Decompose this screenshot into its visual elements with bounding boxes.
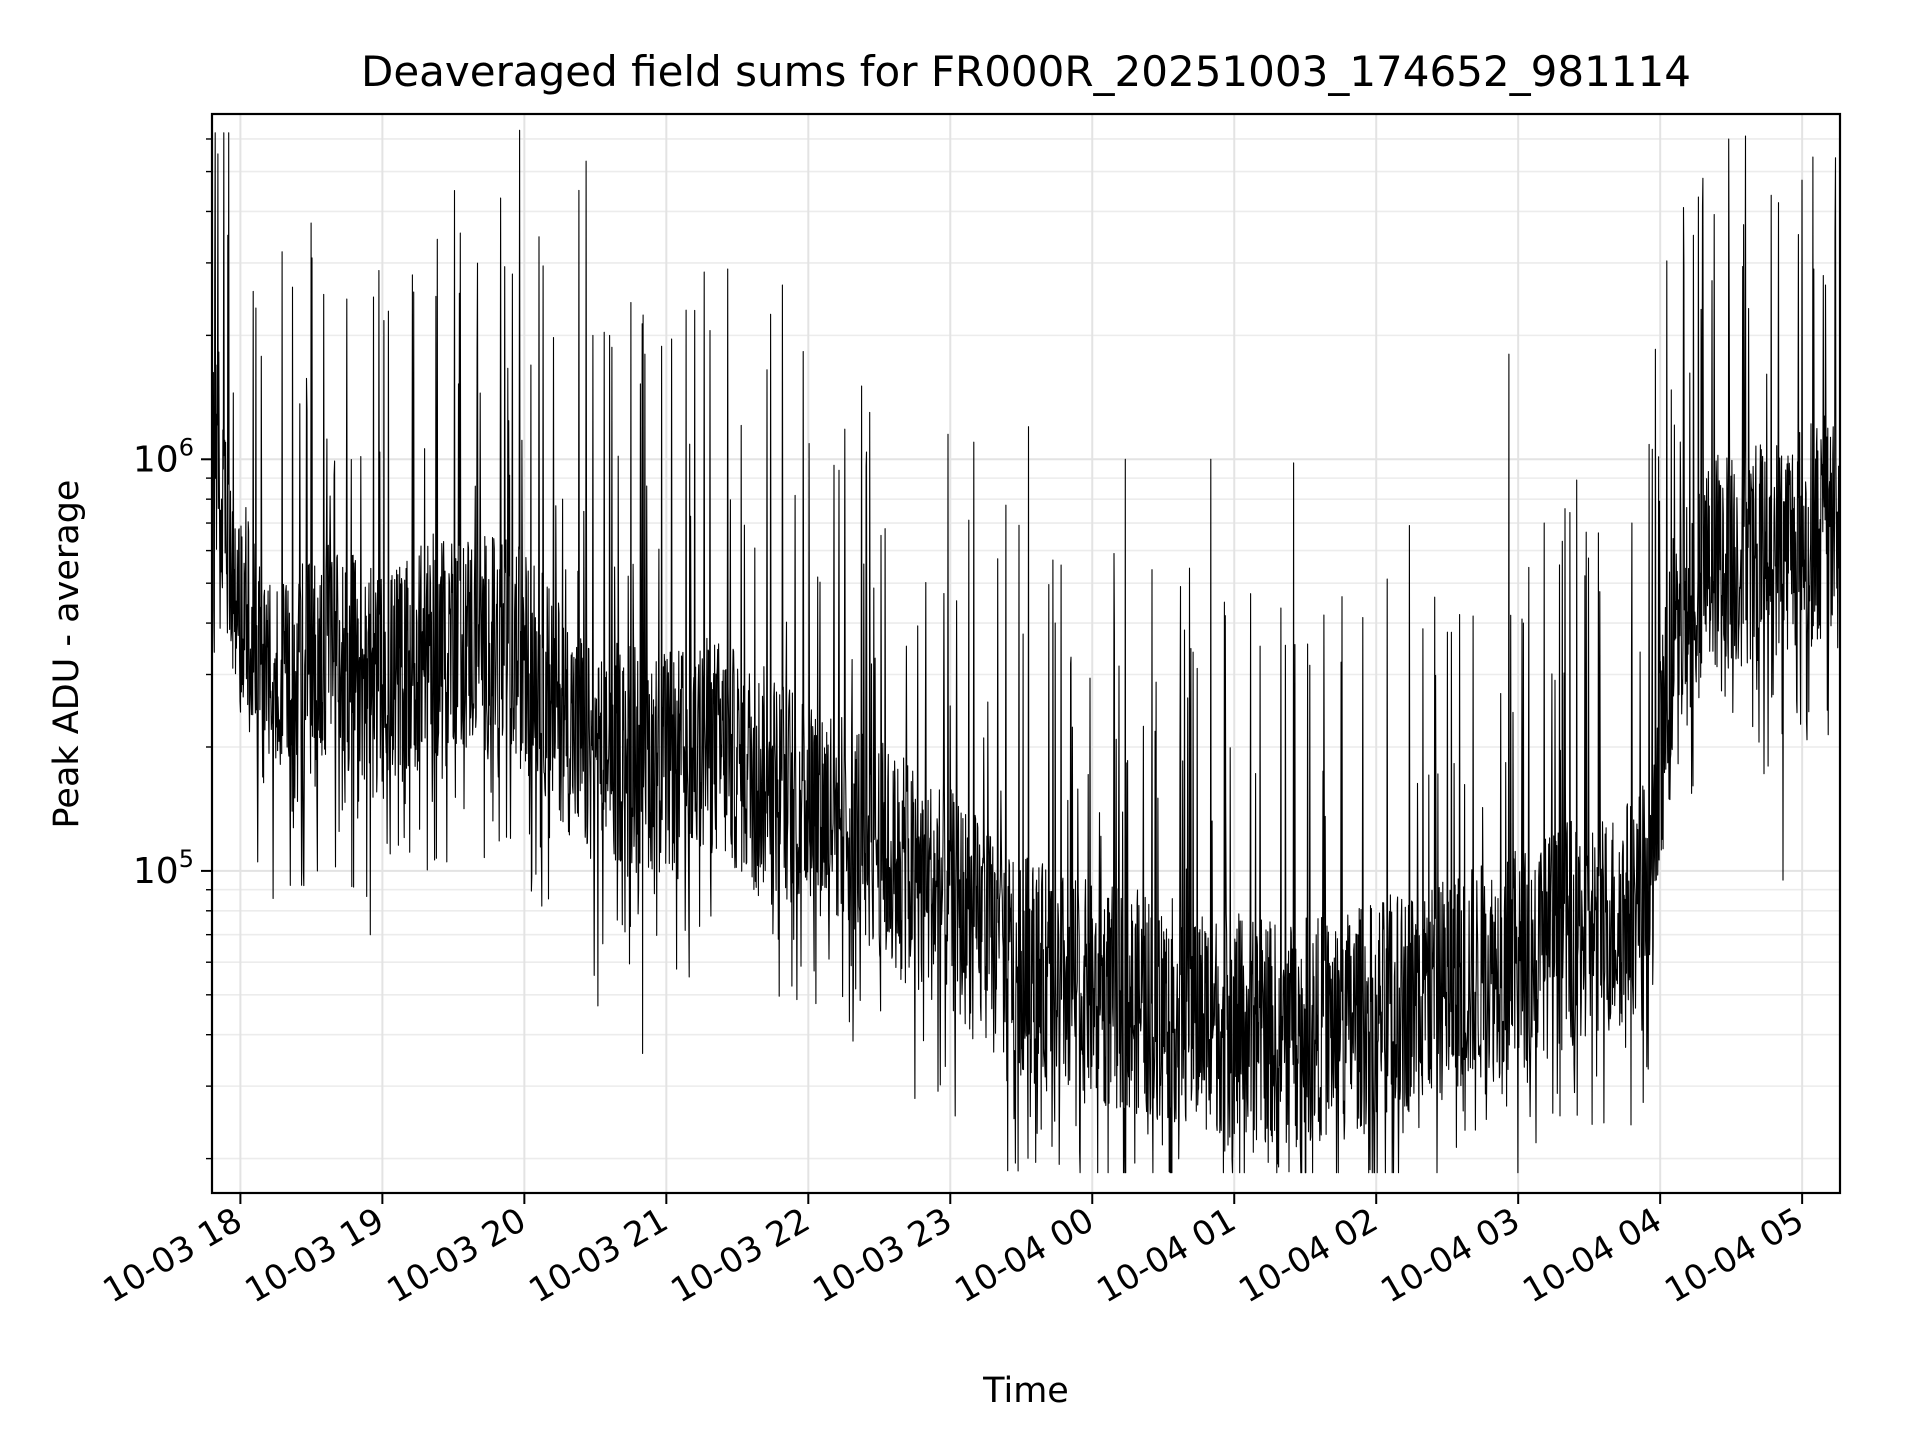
plot-area-frame	[210, 112, 1842, 1195]
y-tick-exponent: 6	[179, 433, 194, 461]
y-tick-label: 105	[133, 845, 194, 892]
y-tick-exponent: 5	[179, 845, 194, 873]
y-axis-label: Peak ADU - average	[47, 480, 87, 829]
series-line	[212, 129, 1840, 1174]
y-tick-base: 10	[133, 439, 179, 480]
chart-title: Deaveraged field sums for FR000R_2025100…	[361, 47, 1691, 96]
y-tick-label: 106	[133, 433, 194, 480]
y-tick-base: 10	[133, 851, 179, 892]
x-axis-label: Time	[982, 1371, 1069, 1411]
